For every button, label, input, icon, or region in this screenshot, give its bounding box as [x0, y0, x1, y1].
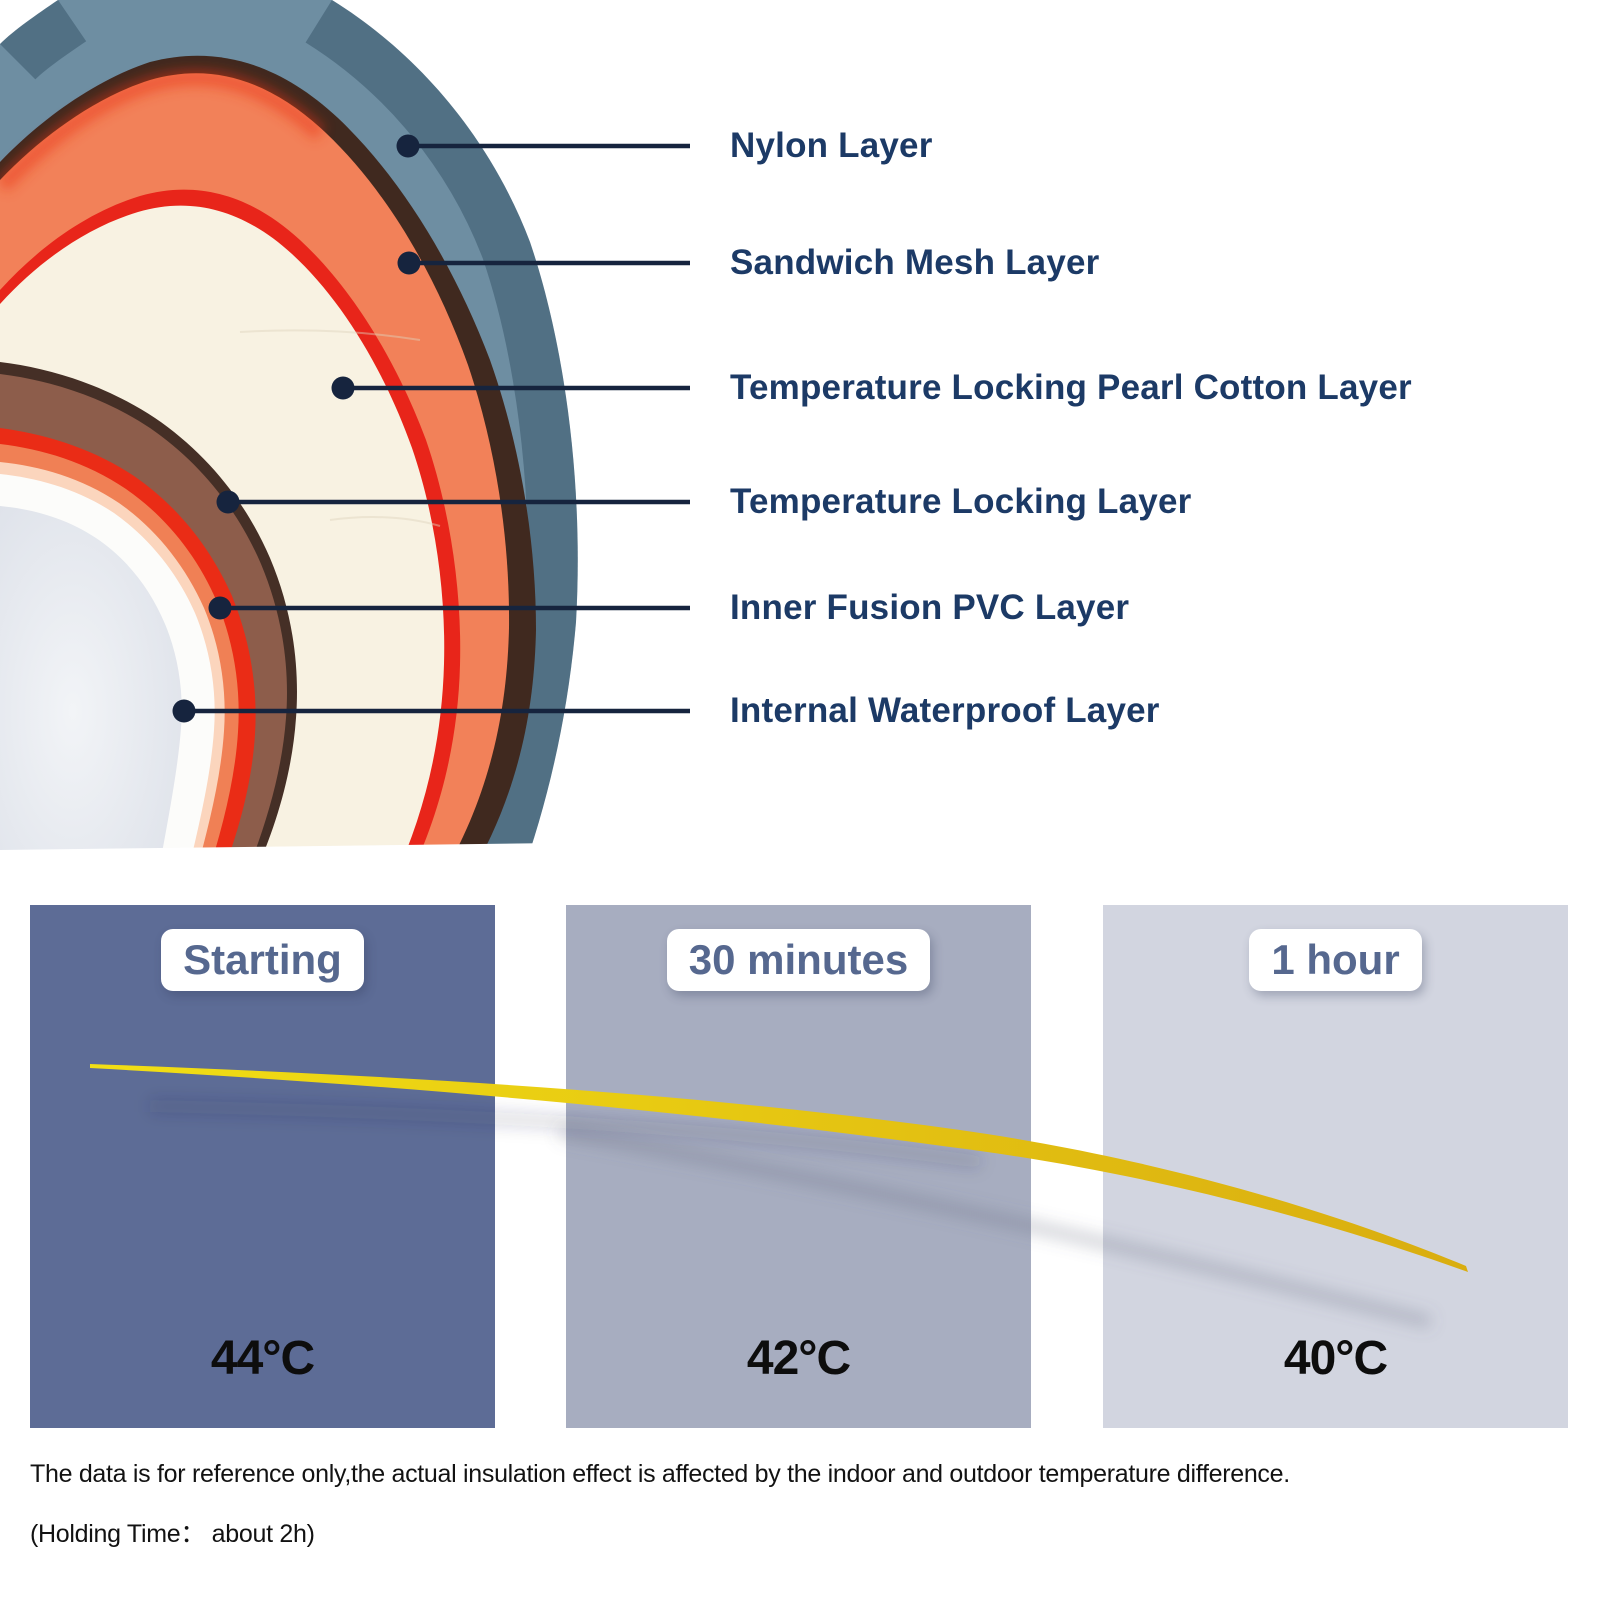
callout-sandwich-mesh	[397, 251, 690, 275]
layer-label-temperature-locking: Temperature Locking Layer	[730, 482, 1192, 521]
layer-label-sandwich-mesh: Sandwich Mesh Layer	[730, 243, 1100, 282]
callout-nylon	[396, 134, 690, 158]
temp-value-starting: 44°C	[210, 1332, 315, 1385]
layer-label-nylon: Nylon Layer	[730, 126, 933, 165]
callout-inner-fusion-pvc	[208, 596, 690, 620]
callout-temperature-locking	[216, 490, 690, 514]
badge-1-hour: 1 hour	[1249, 929, 1422, 991]
callout-internal-waterproof	[172, 699, 690, 723]
badge-starting: Starting	[161, 929, 364, 991]
badge-30-minutes: 30 minutes	[666, 929, 931, 991]
diagram-bottom-cut	[0, 842, 640, 880]
footer-note-line2: (Holding Time： about 2h)	[30, 1520, 315, 1548]
bag-cross-section-diagram	[0, 0, 690, 880]
layer-label-inner-fusion-pvc: Inner Fusion PVC Layer	[730, 588, 1130, 627]
nylon-rim-shade	[0, 0, 578, 880]
layer-shape-core	[0, 506, 182, 880]
pearl-streak	[239, 329, 441, 527]
footer-note-line1: The data is for reference only,the actua…	[30, 1460, 1290, 1488]
timeline-panel-2: 1 hour 40°C	[1103, 905, 1568, 1428]
layer-label-pearl-cotton: Temperature Locking Pearl Cotton Layer	[730, 368, 1412, 407]
layer-label-internal-waterproof: Internal Waterproof Layer	[730, 691, 1160, 730]
timeline-panel-0: Starting 44°C	[30, 905, 495, 1428]
mesh-red-glow	[0, 69, 326, 192]
temp-value-30-minutes: 42°C	[746, 1332, 851, 1385]
callout-pearl-cotton	[331, 376, 690, 400]
timeline-panel-1: 30 minutes 42°C	[566, 905, 1031, 1428]
temp-value-1-hour: 40°C	[1283, 1332, 1388, 1385]
